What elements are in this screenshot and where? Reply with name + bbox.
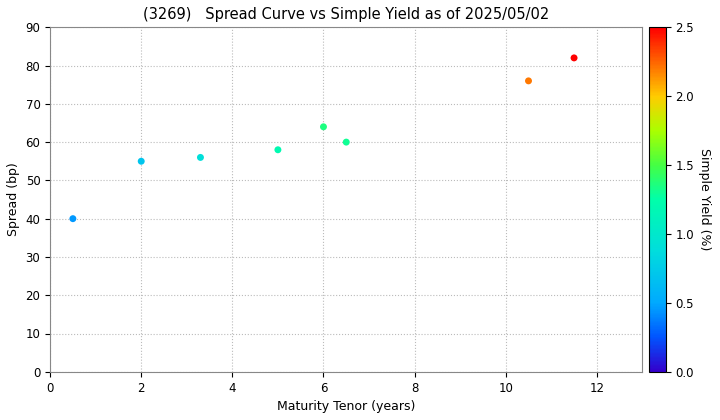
Point — [568, 55, 580, 61]
Y-axis label: Simple Yield (%): Simple Yield (%) — [698, 148, 711, 251]
X-axis label: Maturity Tenor (years): Maturity Tenor (years) — [277, 400, 415, 413]
Point — [272, 147, 284, 153]
Point — [194, 154, 206, 161]
Title: (3269)   Spread Curve vs Simple Yield as of 2025/05/02: (3269) Spread Curve vs Simple Yield as o… — [143, 7, 549, 22]
Point — [318, 123, 329, 130]
Y-axis label: Spread (bp): Spread (bp) — [7, 163, 20, 236]
Point — [523, 78, 534, 84]
Point — [135, 158, 147, 165]
Point — [67, 215, 78, 222]
Point — [341, 139, 352, 145]
